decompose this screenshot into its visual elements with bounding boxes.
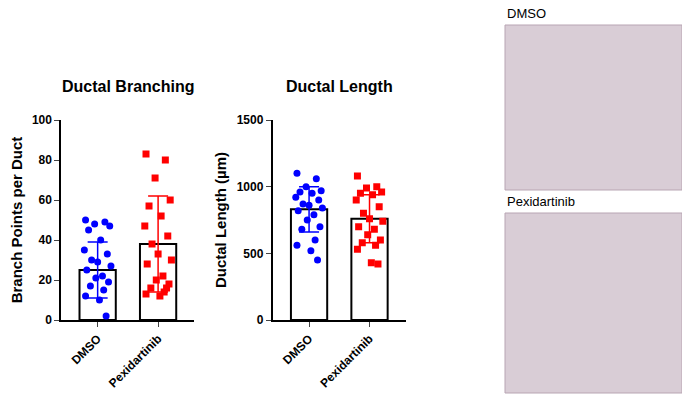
- svg-text:Pexidartinib: Pexidartinib: [106, 332, 164, 390]
- svg-text:20: 20: [39, 273, 53, 287]
- svg-text:Branch Points per Duct: Branch Points per Duct: [8, 137, 25, 304]
- svg-text:Ductal Length: Ductal Length: [286, 78, 393, 95]
- svg-text:Pexidartinib: Pexidartinib: [507, 194, 575, 209]
- svg-text:80: 80: [39, 153, 53, 167]
- svg-text:Ductal Length (µm): Ductal Length (µm): [212, 152, 229, 288]
- svg-text:0: 0: [45, 313, 52, 327]
- svg-text:DMSO: DMSO: [280, 332, 315, 367]
- svg-text:1000: 1000: [237, 180, 264, 194]
- svg-text:Ductal Branching: Ductal Branching: [62, 78, 194, 95]
- svg-text:60: 60: [39, 193, 53, 207]
- svg-text:1500: 1500: [237, 113, 264, 127]
- svg-text:Pexidartinib: Pexidartinib: [317, 332, 375, 390]
- svg-text:0: 0: [257, 313, 264, 327]
- svg-text:DMSO: DMSO: [69, 332, 104, 367]
- svg-text:500: 500: [243, 247, 263, 261]
- svg-text:DMSO: DMSO: [507, 6, 546, 21]
- svg-text:40: 40: [39, 233, 53, 247]
- svg-text:100: 100: [32, 113, 52, 127]
